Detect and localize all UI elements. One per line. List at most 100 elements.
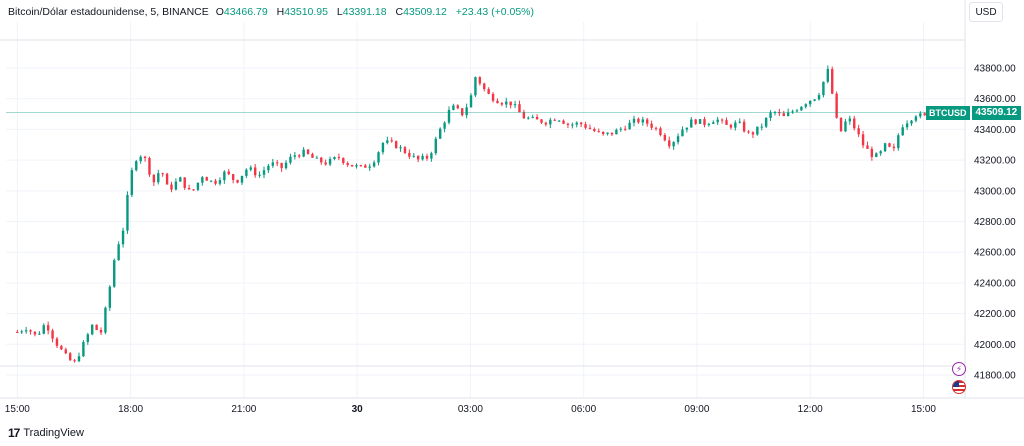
us-flag-icon[interactable] [952,380,966,394]
candle-body [311,153,314,158]
candle-body [117,244,120,261]
candle-body [703,119,706,125]
candle-body [646,119,649,124]
chart-legend: Bitcoin/Dólar estadounidense, 5, BINANCE… [8,6,534,18]
candle-body [293,155,297,157]
x-tick-label: 12:00 [798,404,823,415]
candle-body [16,332,19,334]
x-tick-label: 30 [352,404,364,415]
candle-body [315,157,319,159]
candle-body [857,128,860,135]
legend-close: 43509.12 [403,6,447,18]
legend-low-label: L [336,6,343,18]
candle-body [77,356,81,362]
candle-body [747,131,750,133]
candle-body [60,345,63,350]
price-tag-symbol: BTCUSD [926,105,970,120]
candle-body [795,110,799,112]
candle-body [438,128,442,139]
legend-high-label: H [276,6,285,18]
candle-body [42,325,45,334]
candle-body [751,132,755,135]
y-tick-label: 43000.00 [974,186,1016,197]
candle-body [870,148,874,157]
candle-body [725,120,728,125]
footer-branding[interactable]: 17 TradingView [8,426,84,440]
candle-body [73,360,76,362]
candle-body [461,108,464,116]
candle-body [91,324,94,335]
candle-body [804,104,807,107]
x-tick-label: 09:00 [684,404,709,415]
currency-button[interactable]: USD [969,2,1003,22]
legend-open: 43466.79 [223,6,268,18]
candle-body [302,149,305,157]
candle-body [690,119,693,128]
candle-body [82,341,85,357]
candle-body [320,157,323,163]
candle-body [483,83,486,90]
legend-high: 43510.95 [284,6,328,18]
candle-body [24,330,28,332]
candle-body [130,170,134,195]
candle-body [681,129,684,137]
candle-body [557,120,561,122]
candle-body [809,100,812,105]
candle-body [412,155,415,157]
price-tag-value: 43509.12 [971,105,1022,120]
candle-body [729,124,733,128]
candle-body [447,109,451,123]
candle-body [562,120,565,124]
candle-body [377,152,380,163]
candle-body [121,230,125,245]
candle-body [280,162,283,169]
candle-body [165,173,169,185]
candle-body [606,132,609,134]
candle-body [544,122,548,125]
candle-body [421,155,424,160]
candle-body [549,119,552,125]
candle-body [601,131,605,134]
candle-body [346,163,349,165]
candle-body [324,162,327,165]
lightning-icon[interactable]: ⚡ [952,362,966,376]
legend-close-label: C [395,6,404,18]
candle-body [742,121,746,132]
candle-body [152,174,156,183]
candle-body [51,330,54,339]
candle-body [712,122,715,124]
candle-body [892,146,896,149]
candle-body [637,118,640,123]
candle-body [46,325,50,331]
candle-body [628,122,631,130]
candle-body [236,179,239,183]
candle-body [672,142,675,147]
candle-body [623,128,627,130]
candle-body [540,119,543,123]
candle-body [509,101,512,106]
candle-body [619,128,622,130]
candle-body [249,167,252,170]
candle-body [214,180,217,184]
candle-body [782,113,785,117]
candle-body [469,95,473,108]
candle-body [566,123,570,125]
candle-body [179,177,182,182]
candle-body [403,147,407,153]
y-tick-label: 42400.00 [974,278,1016,289]
candle-body [289,156,292,163]
x-tick-label: 03:00 [458,404,483,415]
candle-body [760,126,763,128]
candle-body [456,105,460,109]
y-tick-label: 43400.00 [974,125,1016,136]
candle-body [174,181,178,190]
candle-body [143,156,147,159]
candle-body [848,118,852,122]
candle-body [571,124,574,126]
candle-body [905,123,909,128]
candle-body [368,166,371,168]
candle-body [553,119,556,121]
candle-body [64,349,67,354]
candle-body [835,93,838,118]
